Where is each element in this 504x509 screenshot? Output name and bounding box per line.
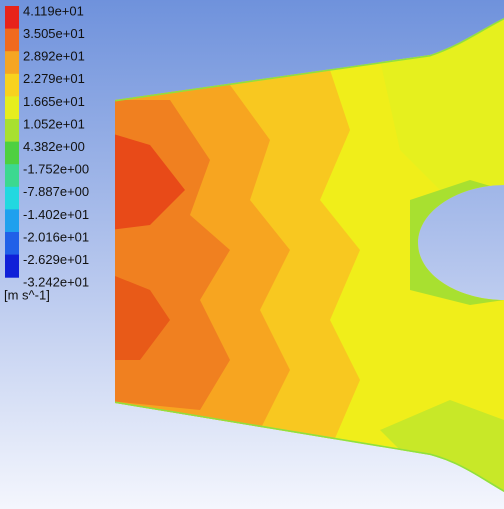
legend-swatch <box>5 164 19 188</box>
legend-swatch <box>5 96 19 120</box>
legend-swatch <box>5 73 19 97</box>
legend-label: 3.505e+01 <box>23 26 85 41</box>
legend-label: 2.892e+01 <box>23 49 85 64</box>
legend-swatch <box>5 51 19 75</box>
legend-swatch <box>5 6 19 30</box>
legend-label: -2.629e+01 <box>23 252 89 267</box>
legend-label: -1.752e+00 <box>23 162 89 177</box>
legend-label: 4.119e+01 <box>23 3 84 18</box>
legend-label: 2.279e+01 <box>23 71 85 86</box>
legend-swatch <box>5 28 19 52</box>
legend-swatch <box>5 232 19 256</box>
legend-label: -1.402e+01 <box>23 207 89 222</box>
legend-label: 1.052e+01 <box>23 116 85 131</box>
legend-label: 4.382e+00 <box>23 139 85 154</box>
legend-label: -3.242e+01 <box>23 275 89 290</box>
legend-label: 1.665e+01 <box>23 94 85 109</box>
legend-swatch <box>5 254 19 278</box>
legend-label: -7.887e+00 <box>23 184 89 199</box>
legend-unit: [m s^-1] <box>4 287 50 302</box>
legend-swatch <box>5 209 19 233</box>
legend-label: -2.016e+01 <box>23 229 89 244</box>
legend: 4.119e+01 3.505e+01 2.892e+01 2.279e+01 1.66… <box>5 3 89 290</box>
legend-swatch <box>5 141 19 165</box>
legend-swatch <box>5 119 19 143</box>
legend-swatch <box>5 186 19 210</box>
